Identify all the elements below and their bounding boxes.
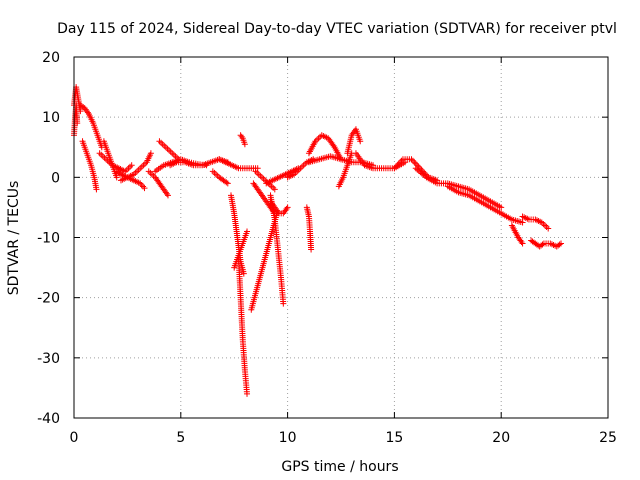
data-point [141,185,148,192]
series-arc-10 [156,138,182,163]
plot-frame [73,56,609,419]
data-point [498,204,505,211]
series-arc-25 [284,156,317,181]
data-point [113,174,120,181]
data-points [71,84,565,397]
data-point [519,240,526,247]
y-axis-label: SDTVAR / TECUs [6,181,22,296]
series-arc-04 [79,138,100,193]
x-tick-label: 0 [70,430,79,446]
data-point [558,240,565,247]
series-arc-17 [235,252,251,397]
data-point [539,241,546,248]
x-tick-label: 5 [176,430,185,446]
data-point [254,165,261,172]
data-point [164,192,171,199]
y-tick-label: 10 [42,110,60,126]
series-arc-07 [113,168,148,192]
data-point [93,186,100,193]
y-tick-label: 0 [51,170,60,186]
x-tick-label: 15 [385,430,403,446]
series-arc-26 [303,204,315,253]
data-point [241,141,248,148]
x-axis-label: GPS time / hours [281,459,398,475]
data-point [284,204,291,211]
y-tick-label: 20 [42,50,60,66]
data-point [519,219,526,226]
series-arc-13 [209,168,231,187]
data-point [116,170,123,177]
data-point [411,159,418,166]
data-point [244,390,251,397]
x-tick-label: 10 [279,430,297,446]
series-arc-27 [305,132,344,163]
series-arc-37 [528,237,565,250]
data-point [244,228,251,235]
series-arc-03 [77,102,105,151]
x-tick-label: 25 [599,430,617,446]
data-point [74,120,81,127]
series-arc-18 [237,132,248,148]
data-point [308,246,315,253]
data-point [409,157,416,164]
data-point [556,241,563,248]
series-arc-14 [216,156,261,172]
data-point [224,180,231,187]
data-point [280,300,287,307]
data-point [147,150,154,157]
series-arc-36 [519,213,552,232]
grid-lines [74,57,608,418]
chart-title: Day 115 of 2024, Sidereal Day-to-day VTE… [57,21,617,37]
data-point [240,270,247,277]
series-arc-22 [267,192,287,307]
data-point [357,138,364,145]
series-arc-35 [508,222,526,247]
data-point [128,162,135,169]
y-tick-label: -40 [37,411,60,427]
series-arc-08 [117,150,154,184]
series-arc-29 [335,150,355,190]
data-point [271,186,278,193]
series-arc-19 [248,210,280,313]
y-tick-label: -10 [37,231,60,247]
data-point [223,179,230,186]
series-arc-02 [71,102,81,139]
y-tick-label: -30 [37,351,60,367]
data-point [545,225,552,232]
series-arc-33 [412,165,505,211]
series-arc-06 [96,150,135,175]
series-arc-23 [267,198,291,217]
axis-ticks: 0 5 10 15 20 25 -40 -30 -20 -10 0 10 20 [37,50,617,446]
series-arc-24 [263,165,302,187]
series-arc-30 [344,126,364,157]
y-tick-label: -20 [37,291,60,307]
x-tick-label: 20 [492,430,510,446]
series-arc-09 [145,168,171,199]
series-arc-34 [444,183,526,226]
